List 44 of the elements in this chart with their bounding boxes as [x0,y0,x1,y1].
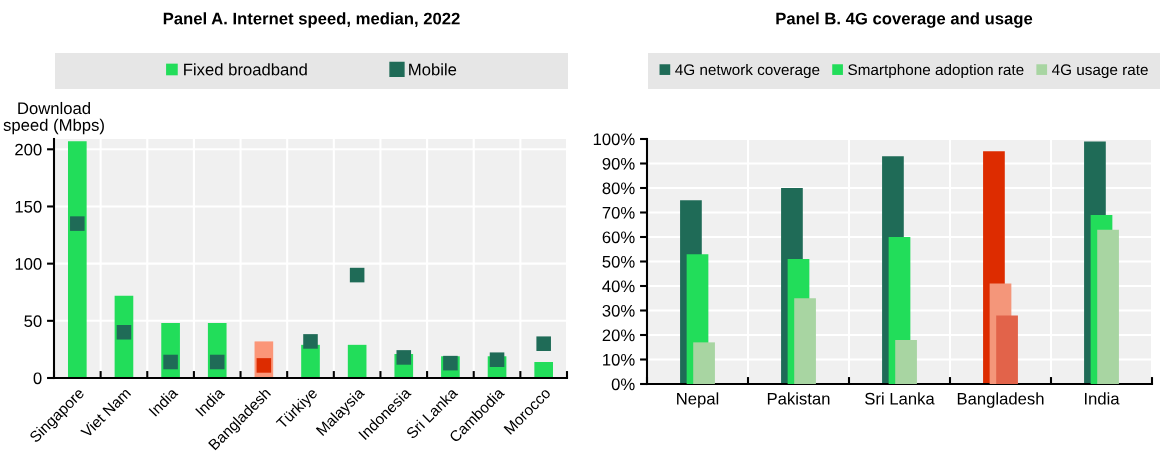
bar [996,315,1018,384]
y-tick-label: 90% [602,157,635,170]
legend-label: 4G network coverage [675,63,820,79]
legend-label: Fixed broadband [184,63,307,76]
point [209,354,225,370]
y-tick-label: 50 [24,315,42,328]
y-axis-title: Download speed (Mbps) [3,101,104,135]
point [163,354,178,370]
chart-title: Panel B. 4G coverage and usage [776,12,1033,28]
y-tick-label: 60% [602,231,635,244]
y-tick-label: 0 [33,372,42,385]
bar [67,141,87,378]
legend-label: 4G usage rate [1052,64,1148,79]
y-tick-label: 100% [593,133,635,146]
y-tick-label: 50% [602,255,635,268]
y-tick-label: 10% [603,353,635,366]
y-tick-label: 100 [15,258,42,270]
bar [534,361,554,378]
point [70,216,85,231]
bar [895,339,917,384]
y-tick-label: 40% [602,280,635,293]
x-tick-label: Bangladesh [957,392,1044,408]
point [349,267,365,283]
y-tick-label: 70% [602,206,635,219]
x-tick-label: India [1084,392,1120,405]
point [536,336,551,351]
point [116,324,132,340]
y-tick-label: 80% [602,182,635,195]
x-tick-label: Nepal [677,392,719,408]
y-tick-label: 150 [15,200,42,213]
legend-label: Smartphone adoption rate [848,63,1024,79]
y-tick-label: 30% [602,304,635,317]
x-tick-label: Sri Lanka [865,392,935,405]
y-tick-label: 200 [15,143,42,156]
x-tick-label: Pakistan [767,392,830,405]
y-tick-label: 0% [611,378,635,391]
bar [794,298,816,384]
chart-title: Panel A. Internet speed, median, 2022 [163,12,460,28]
bar [347,344,367,378]
point [303,334,318,349]
y-tick-label: 20% [602,329,635,342]
bar [693,342,715,384]
bar [1097,229,1119,384]
legend-label: Mobile [409,63,457,76]
